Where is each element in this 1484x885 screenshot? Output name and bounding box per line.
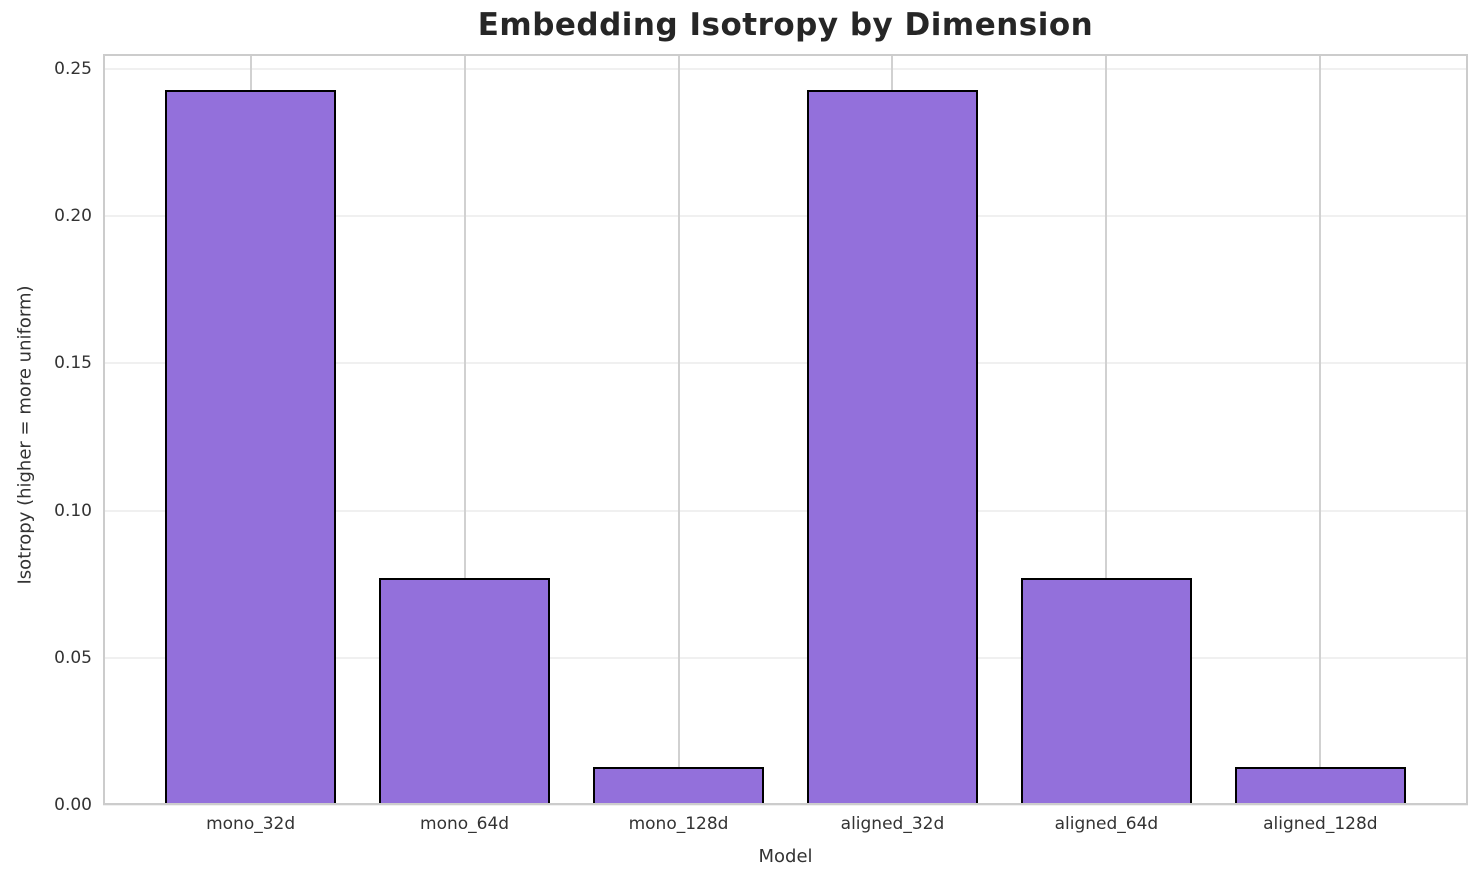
y-axis-title: Isotropy (higher = more uniform) [14,285,36,585]
chart-title: Embedding Isotropy by Dimension [477,7,1094,43]
x-tick-label: mono_32d [206,814,296,834]
bar [378,578,551,805]
y-tick-label: 0.10 [54,500,92,521]
plot-area [103,54,1468,806]
gridline-v [1105,54,1108,805]
gridline-h [103,68,1468,70]
gridline-h [103,362,1468,365]
bar [806,89,979,805]
y-tick-label: 0.05 [54,647,92,668]
gridline-v [463,54,466,805]
gridline-h [103,656,1468,659]
gridline-h [103,804,1468,806]
bar [165,89,337,805]
x-tick-label: mono_64d [420,814,510,834]
gridline-v [677,54,680,805]
x-tick-label: aligned_32d [840,814,945,834]
y-tick-label: 0.25 [54,59,92,79]
y-tick-label: 0.15 [54,353,92,374]
x-tick-label: aligned_128d [1263,814,1378,834]
bar [1234,766,1406,805]
y-tick-label: 0.20 [54,206,92,227]
gridline-h [103,509,1468,512]
gridline-v [1319,54,1322,805]
gridline-h [103,215,1468,218]
x-tick-label: mono_128d [628,814,729,834]
bar [592,766,765,805]
bar [1020,578,1192,805]
x-axis-title: Model [758,846,813,867]
x-tick-label: aligned_64d [1054,814,1159,834]
y-tick-label: 0.00 [54,795,92,815]
